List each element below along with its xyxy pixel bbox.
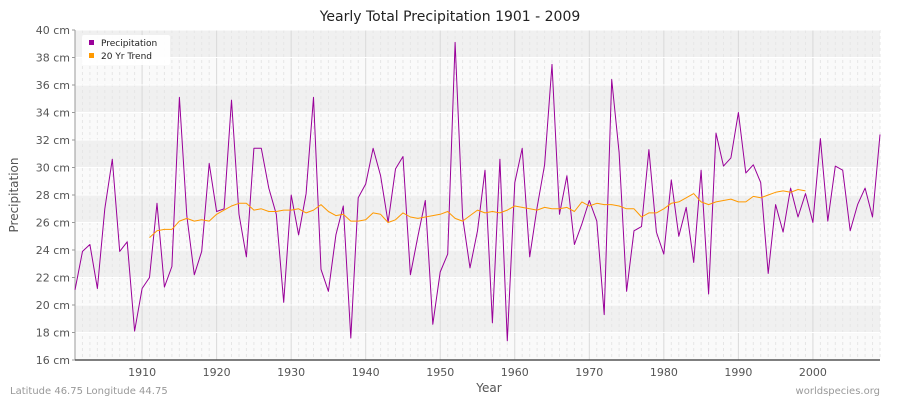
x-tick-label: 2000 [799,366,827,379]
x-tick-label: 1980 [650,366,678,379]
y-tick-label: 20 cm [36,299,70,312]
y-tick-label: 38 cm [36,52,70,65]
y-tick-label: 18 cm [36,327,70,340]
legend-swatch-precipitation [89,40,94,45]
x-tick-label: 1920 [203,366,231,379]
y-tick-label: 16 cm [36,354,70,367]
legend-swatch-trend [89,53,94,58]
axes [72,29,880,361]
x-tick-label: 1910 [128,366,156,379]
legend-label-precipitation: Precipitation [101,39,157,49]
y-tick-label: 32 cm [36,134,70,147]
series-layer [74,41,881,342]
footer-source: worldspecies.org [796,386,880,397]
y-tick-label: 28 cm [36,189,70,202]
legend-box [82,35,170,65]
legend-label-trend: 20 Yr Trend [101,52,152,62]
x-tick-label: 1970 [575,366,603,379]
y-tick-label: 34 cm [36,107,70,120]
y-tick-label: 40 cm [36,24,70,37]
y-tick-label: 22 cm [36,272,70,285]
legend: Precipitation 20 Yr Trend [82,35,170,65]
x-tick-label: 1950 [426,366,454,379]
y-tick-label: 36 cm [36,79,70,92]
y-tick-label: 24 cm [36,244,70,257]
x-axis-label: Year [475,381,501,395]
chart-title: Yearly Total Precipitation 1901 - 2009 [319,9,581,25]
x-tick-label: 1990 [724,366,752,379]
x-tick-label: 1960 [501,366,529,379]
y-tick-label: 30 cm [36,162,70,175]
footer-coordinates: Latitude 46.75 Longitude 44.75 [10,386,168,397]
y-axis-label: Precipitation [7,157,21,232]
grid-lines [74,29,881,361]
y-tick-label: 26 cm [36,217,70,230]
tick-labels: 16 cm 18 cm 20 cm 22 cm 24 cm 26 cm 28 cm 30 cm… [36,24,827,379]
x-tick-label: 1940 [352,366,380,379]
trend-line [149,189,806,238]
precipitation-line [74,41,881,342]
x-tick-label: 1930 [277,366,305,379]
